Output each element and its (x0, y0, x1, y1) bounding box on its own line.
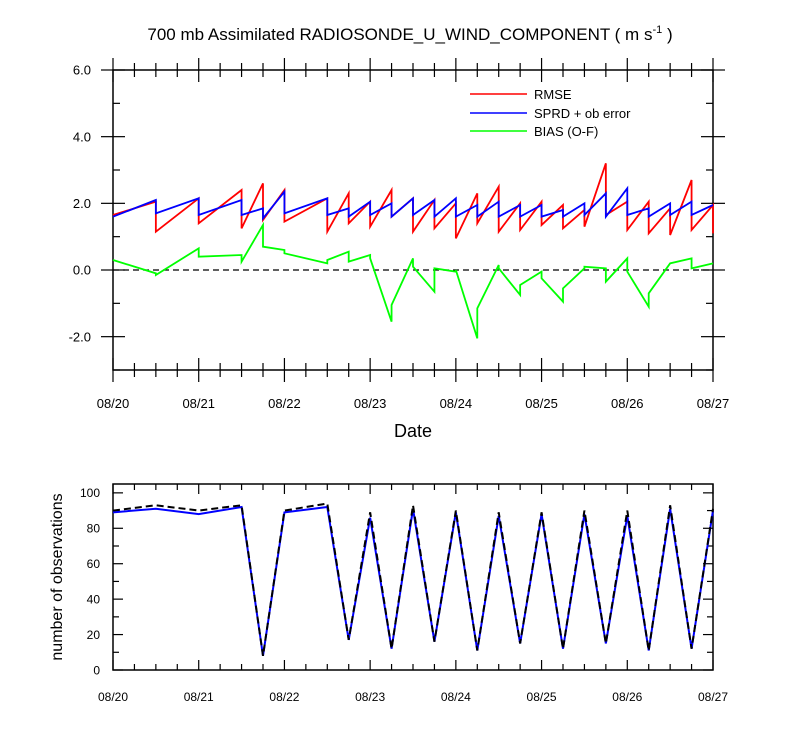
top-tick-group (101, 58, 725, 382)
x-tick-label: 08/24 (441, 690, 471, 704)
x-tick-label: 08/25 (527, 690, 557, 704)
bottom-chart-panel: 08/20 08/21 08/22 08/23 08/24 08/25 08/26 08/27… (49, 483, 728, 704)
y-tick-label: 0.0 (73, 263, 91, 278)
legend-label-bias: BIAS (O-F) (534, 124, 598, 139)
y-tick-label: 80 (87, 522, 101, 536)
x-tick-label: 08/27 (698, 690, 728, 704)
chart-title-main: 700 mb Assimilated RADIOSONDE_U_WIND_COM… (147, 25, 652, 44)
top-chart-panel: 08/20 08/21 08/22 08/23 08/24 08/25 08/26 08/27… (69, 58, 730, 441)
x-axis-label: Date (394, 421, 432, 441)
series-line-series-1 (112, 502, 714, 656)
bottom-series-group (112, 502, 714, 656)
x-tick-label: 08/24 (440, 396, 473, 411)
legend-label-rmse: RMSE (534, 87, 572, 102)
x-tick-label: 08/26 (611, 396, 644, 411)
y-tick-label: 100 (80, 486, 100, 500)
x-tick-label: 08/20 (97, 396, 130, 411)
chart-title: 700 mb Assimilated RADIOSONDE_U_WIND_COM… (147, 24, 672, 44)
x-tick-label: 08/20 (98, 690, 128, 704)
y-tick-label: 40 (87, 592, 101, 606)
top-series-group (112, 163, 714, 339)
x-tick-label: 08/23 (355, 690, 385, 704)
legend: RMSE SPRD + ob error BIAS (O-F) (470, 87, 631, 139)
y-tick-label: 4.0 (73, 129, 91, 144)
x-tick-label: 08/25 (525, 396, 558, 411)
series-line-rmse (112, 163, 714, 239)
x-tick-label: 08/21 (184, 690, 214, 704)
x-tick-label: 08/21 (182, 396, 215, 411)
x-tick-label: 08/22 (269, 690, 299, 704)
x-tick-label: 08/26 (612, 690, 642, 704)
chart-title-superscript: -1 (652, 24, 662, 36)
y-tick-label: 2.0 (73, 196, 91, 211)
y-tick-label: 0 (93, 663, 100, 677)
x-tick-label: 08/23 (354, 396, 387, 411)
y-tick-label: -2.0 (69, 329, 91, 344)
bottom-tick-label-group: 08/20 08/21 08/22 08/23 08/24 08/25 08/26 08/27… (80, 486, 728, 704)
legend-label-sprd: SPRD + ob error (534, 106, 631, 121)
y-axis-label-observations: number of observations (49, 493, 66, 660)
y-tick-label: 60 (87, 557, 101, 571)
bottom-tick-group (112, 484, 714, 671)
series-line-sprd-ob-error (112, 185, 714, 221)
top-tick-label-group: 08/20 08/21 08/22 08/23 08/24 08/25 08/26 08/27… (69, 63, 730, 411)
series-line-bias-o-f- (112, 221, 714, 339)
x-tick-label: 08/27 (697, 396, 730, 411)
y-tick-label: 20 (87, 628, 101, 642)
y-tick-label: 6.0 (73, 63, 91, 78)
x-tick-label: 08/22 (268, 396, 301, 411)
chart-title-end: ) (662, 25, 672, 44)
series-line-series-0 (112, 505, 714, 656)
